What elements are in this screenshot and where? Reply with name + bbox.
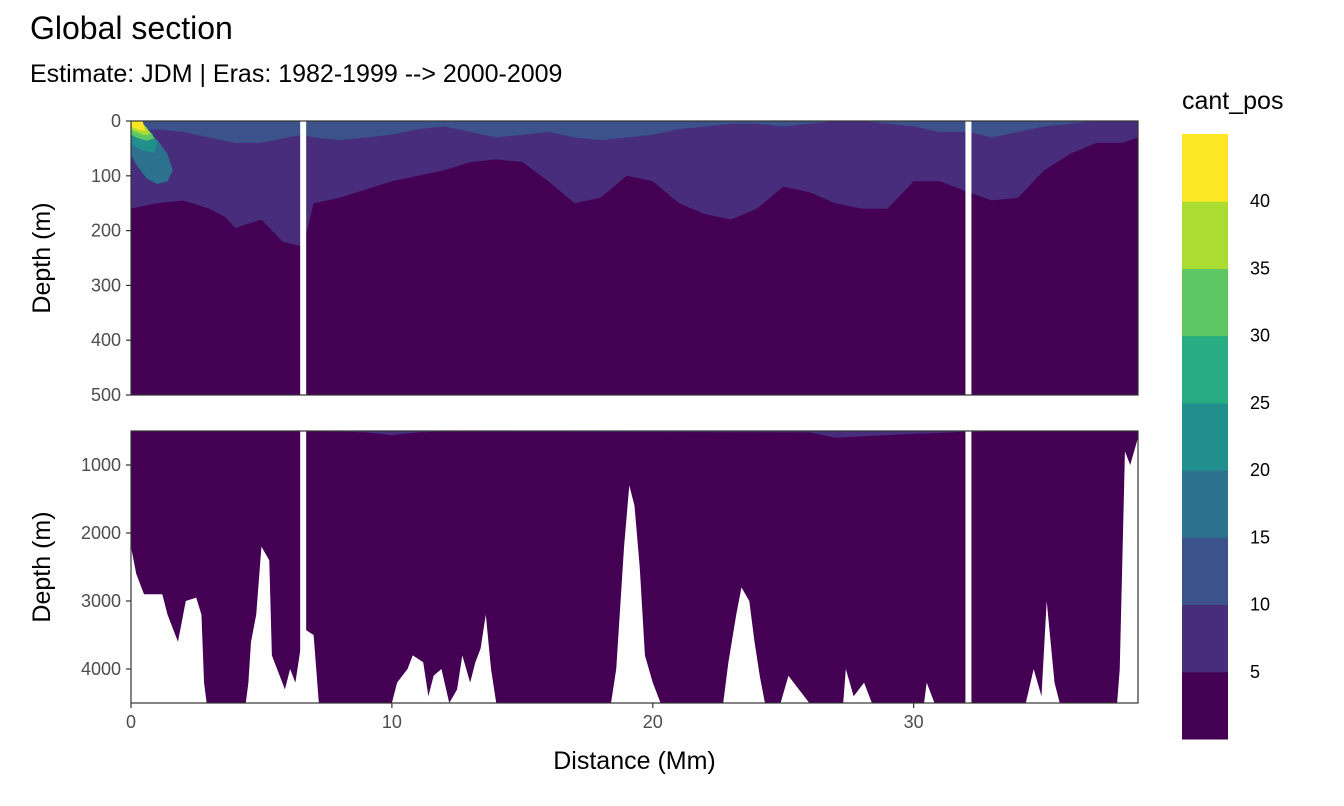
y-tick-label: 100: [91, 166, 121, 186]
legend-break-label: 10: [1250, 595, 1270, 615]
y-tick-label: 0: [111, 111, 121, 131]
legend-break-label: 25: [1250, 393, 1270, 413]
legend-break-label: 40: [1250, 191, 1270, 211]
x-tick-label: 20: [643, 712, 663, 732]
legend-break-label: 30: [1250, 326, 1270, 346]
x-axis-label: Distance (Mm): [553, 747, 716, 775]
legend-swatch: [1182, 671, 1228, 740]
y-axis-label: Depth (m): [28, 202, 56, 313]
y-tick-label: 400: [91, 330, 121, 350]
legend-break-label: 5: [1250, 662, 1260, 682]
y-tick-label: 3000: [81, 591, 121, 611]
band-0-5-upper: [131, 137, 1138, 395]
lower-panel-fill: [131, 431, 1138, 703]
panel-border-1: [130, 430, 1139, 704]
band-40-45: [131, 121, 146, 131]
legend-swatch: [1182, 402, 1228, 471]
chart-title: Global section: [30, 10, 233, 46]
y-tick-label: 500: [91, 385, 121, 405]
legend-swatch: [1182, 470, 1228, 538]
x-tick-label: 10: [382, 712, 402, 732]
legend-swatch: [1182, 201, 1228, 269]
legend-swatch: [1182, 268, 1228, 337]
y-tick-label: 2000: [81, 523, 121, 543]
x-tick-label: 30: [904, 712, 924, 732]
chart-subtitle: Estimate: JDM | Eras: 1982-1999 --> 2000…: [30, 60, 563, 88]
y-axis-label: Depth (m): [28, 511, 56, 622]
x-tick-label: 0: [126, 712, 136, 732]
legend-break-label: 20: [1250, 460, 1270, 480]
y-tick-label: 4000: [81, 659, 121, 679]
legend-break-label: 35: [1250, 258, 1270, 278]
data-gap-strip: [300, 121, 307, 395]
legend-break-label: 15: [1250, 527, 1270, 547]
legend-swatch: [1182, 335, 1228, 404]
y-tick-label: 200: [91, 221, 121, 241]
seafloor-mask: [131, 437, 1138, 703]
y-tick-label: 1000: [81, 455, 121, 475]
legend-swatch: [1182, 604, 1228, 673]
legend-swatch: [1182, 537, 1228, 606]
data-gap-strip: [965, 121, 972, 395]
y-tick-label: 300: [91, 275, 121, 295]
data-gap-strip: [300, 431, 307, 703]
data-gap-strip: [965, 431, 972, 703]
upper-panel-fill: [131, 121, 1138, 395]
legend-swatch: [1182, 134, 1228, 202]
panel-border-0: [130, 120, 1139, 396]
legend-title: cant_pos: [1182, 87, 1283, 115]
